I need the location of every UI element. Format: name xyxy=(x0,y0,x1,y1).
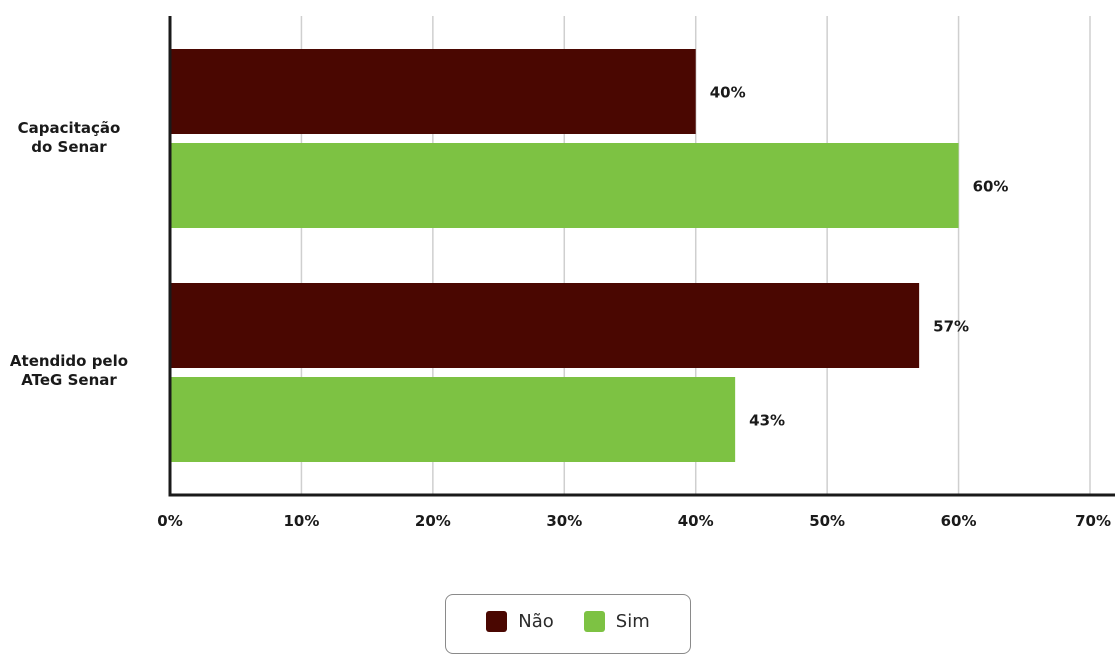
category-label-0: Capacitação do Senar xyxy=(17,119,121,156)
x-tick-label-4: 40% xyxy=(678,512,714,530)
x-tick-label-1: 10% xyxy=(283,512,319,530)
x-tick-label-3: 30% xyxy=(546,512,582,530)
legend-label-nao: Não xyxy=(518,610,554,632)
x-tick-label-5: 50% xyxy=(809,512,845,530)
bar-sim-1 xyxy=(170,377,736,462)
category-label-1: Atendido pelo ATeG Senar xyxy=(9,352,129,389)
legend-label-sim: Sim xyxy=(615,610,650,632)
x-tick-label-0: 0% xyxy=(157,512,182,530)
legend-item-sim: Sim xyxy=(583,610,650,632)
legend-swatch-nao xyxy=(486,610,508,632)
x-tick-label-7: 70% xyxy=(1075,512,1111,530)
data-label-sim-0: 60% xyxy=(973,178,1009,196)
bar-sim-0 xyxy=(170,143,959,228)
legend-swatch-sim xyxy=(583,610,605,632)
x-tick-label-2: 20% xyxy=(415,512,451,530)
legend-item-nao: Não xyxy=(486,610,554,632)
legend: Não Sim xyxy=(445,594,691,654)
bar-não-0 xyxy=(170,49,696,134)
bar-não-1 xyxy=(170,283,920,368)
data-label-sim-1: 43% xyxy=(749,412,785,430)
data-label-não-1: 57% xyxy=(933,318,969,336)
data-label-não-0: 40% xyxy=(710,84,746,102)
x-tick-label-6: 60% xyxy=(941,512,977,530)
